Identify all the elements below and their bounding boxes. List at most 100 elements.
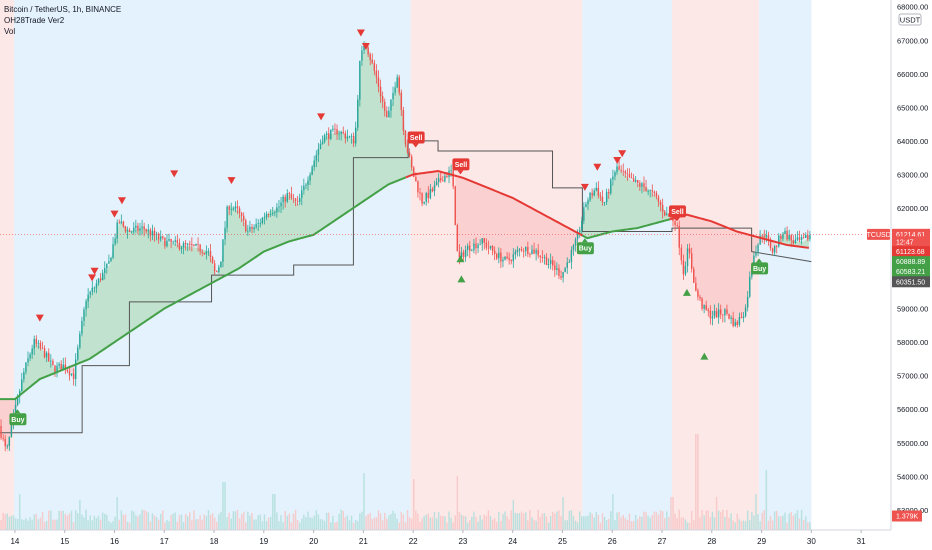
candle-body: [703, 305, 705, 309]
volume-bar: [618, 511, 620, 530]
volume-bar: [363, 473, 365, 530]
volume-bar: [332, 515, 334, 530]
candle-body: [634, 179, 637, 182]
symbol-title[interactable]: Bitcoin / TetherUS, 1h, BINANCE: [4, 5, 122, 14]
volume-bar: [83, 517, 85, 530]
candle-body: [512, 254, 515, 262]
buy-arrow: [457, 275, 466, 283]
volume-bar: [39, 517, 42, 530]
volume-bar: [676, 518, 678, 530]
candle-body: [618, 166, 620, 170]
candle-body: [738, 317, 741, 325]
candle-body: [234, 206, 237, 209]
volume-bar: [666, 511, 668, 530]
candle-body: [81, 320, 83, 334]
candle-body: [769, 239, 772, 249]
volume-bar: [95, 518, 98, 530]
candle-body: [313, 160, 315, 168]
candle-body: [419, 192, 421, 194]
volume-bar: [334, 522, 336, 530]
volume-bar: [761, 512, 763, 530]
volume-bar: [25, 518, 27, 530]
volume-bar: [294, 509, 297, 530]
volume-bar: [149, 521, 152, 530]
candle-body: [228, 206, 230, 210]
x-tick-label: 21: [359, 537, 368, 546]
volume-bar: [410, 518, 413, 530]
volume-bar: [471, 516, 473, 530]
candle-body: [168, 238, 170, 241]
candle-body: [771, 248, 774, 253]
price-badge-box: [892, 256, 930, 268]
volume-bar: [522, 513, 525, 530]
trend-zones: [0, 0, 812, 530]
indicator-fill-0: [0, 397, 18, 453]
volume-bar: [70, 510, 73, 530]
candle-body: [522, 250, 525, 252]
volume-bar: [657, 514, 660, 530]
candle-body: [431, 189, 434, 192]
sell-arrow: [613, 157, 622, 165]
candle-body: [255, 224, 257, 228]
candle-body: [740, 317, 743, 318]
volume-bar: [74, 510, 77, 530]
volume-bar: [247, 511, 249, 530]
indicator-name[interactable]: OH28Trade Ver2: [4, 16, 65, 25]
buy-signal-label: Buy: [751, 258, 769, 275]
candle-body: [33, 339, 35, 349]
candle-body: [483, 238, 486, 243]
candle-body: [655, 192, 658, 197]
volume-bar: [379, 513, 382, 530]
zone-blue-3: [582, 0, 672, 530]
sell-signal-box: [407, 131, 425, 144]
candle-body: [189, 243, 191, 245]
candle-body: [122, 221, 125, 227]
volume-bar: [93, 515, 96, 530]
volume-bar: [87, 520, 89, 530]
x-axis[interactable]: 14 15 16 17 18 19 20 21 22 23 24 25 26 27 28 29 30 31: [0, 529, 891, 546]
candle-body: [649, 190, 651, 192]
sell-arrow: [317, 113, 326, 121]
candle-body: [525, 247, 527, 252]
candle-body: [29, 354, 31, 359]
volume-bar: [715, 497, 718, 530]
volume-bar: [338, 513, 340, 530]
volume-bar: [269, 516, 272, 530]
volume-bar: [452, 522, 454, 530]
x-tick-label: 17: [160, 537, 169, 546]
candle-body: [572, 245, 575, 251]
volume-bar: [576, 522, 579, 530]
candle-body: [686, 248, 689, 267]
candle-body: [354, 127, 357, 144]
candle-body: [487, 247, 490, 249]
volume-label[interactable]: Vol: [4, 27, 16, 36]
volume-bar: [263, 514, 266, 530]
y-axis[interactable]: 53000.00 54000.00 55000.00 56000.00 57000.00…: [890, 0, 928, 530]
volume-bar: [562, 497, 564, 530]
volume-bar: [663, 518, 666, 530]
candle-body: [647, 190, 649, 192]
volume-bar: [620, 517, 622, 530]
volume-bar: [520, 511, 523, 530]
candle-body: [531, 249, 533, 255]
volume-bar: [14, 518, 17, 530]
candle-body: [527, 247, 529, 254]
y-tick-label: 59000.00: [897, 305, 928, 314]
candle-body: [728, 313, 730, 319]
buy-signal-box: [751, 262, 769, 275]
candle-body: [315, 154, 318, 161]
volume-bar: [174, 512, 176, 530]
volume-bar: [319, 519, 322, 530]
candles: [0, 41, 811, 452]
volume-bar: [552, 511, 554, 530]
volume-bar: [502, 514, 504, 530]
x-tick-label: 23: [458, 537, 467, 546]
x-tick-label: 27: [658, 537, 667, 546]
candle-body: [363, 46, 365, 51]
volume-bar: [296, 519, 299, 530]
candle-body: [757, 244, 759, 252]
candle-body: [2, 437, 4, 439]
candle-body: [693, 268, 695, 283]
volume-bar: [500, 521, 502, 530]
